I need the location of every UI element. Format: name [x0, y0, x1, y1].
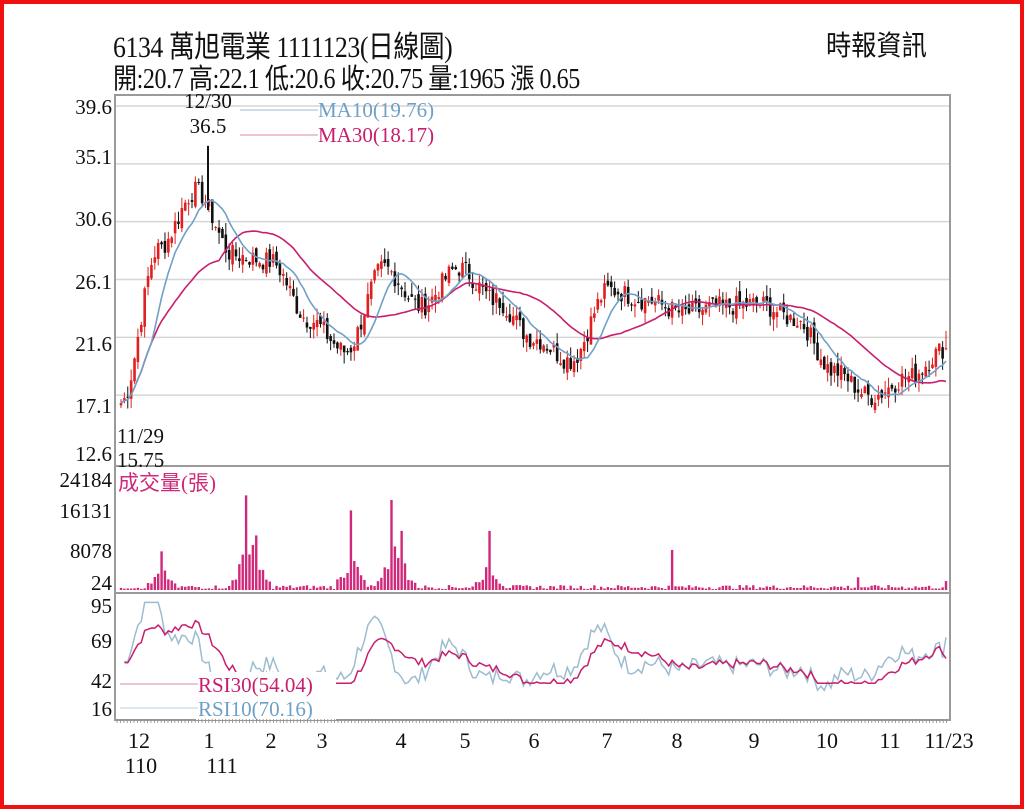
rsi10-legend: RSI10(70.16)	[198, 697, 313, 721]
svg-text:9: 9	[749, 728, 760, 753]
volume-y-axis: 24184 16131 8078 24	[60, 468, 113, 595]
svg-text:12/30: 12/30	[184, 89, 232, 113]
svg-text:24: 24	[91, 571, 113, 595]
y-tick: 17.1	[75, 394, 112, 418]
svg-text:4: 4	[396, 728, 407, 753]
y-tick: 26.1	[75, 270, 112, 294]
x-axis-ticks	[116, 719, 947, 723]
source-label: 時報資訊	[826, 31, 927, 62]
svg-text:69: 69	[91, 629, 112, 653]
rsi-legend: RSI30(54.04) RSI10(70.16)	[120, 672, 336, 721]
panel-frames	[114, 94, 951, 721]
svg-text:111: 111	[206, 753, 237, 778]
price-gridlines	[116, 105, 949, 396]
ohlc-summary: 開:20.7 高:22.1 低:20.6 收:20.75 量:1965 漲 0.…	[113, 64, 580, 95]
svg-text:110: 110	[125, 753, 157, 778]
ma30-line	[120, 230, 947, 404]
svg-text:42: 42	[91, 669, 112, 693]
low-annotation: 11/29 15.75	[117, 424, 164, 472]
svg-text:7: 7	[602, 728, 613, 753]
y-tick: 30.6	[75, 207, 112, 231]
price-y-axis: 39.6 35.1 30.6 26.1 21.6 17.1 12.6	[75, 95, 112, 466]
svg-text:6: 6	[529, 728, 540, 753]
y-tick: 12.6	[75, 442, 112, 466]
rsi30-legend: RSI30(54.04)	[198, 673, 313, 697]
svg-text:16131: 16131	[60, 499, 113, 523]
ma-legend: MA10(19.76) MA30(18.17)	[240, 98, 434, 147]
chart-title: 6134 萬旭電業 1111123(日線圖)	[113, 31, 453, 64]
ma10-line	[120, 199, 947, 404]
ma30-legend: MA30(18.17)	[318, 123, 434, 147]
svg-text:12: 12	[128, 728, 150, 753]
svg-text:5: 5	[460, 728, 471, 753]
x-axis-labels: 12 1 2 3 4 5 6 7 8 9 10 11 11/23 110 111	[125, 728, 974, 778]
y-tick: 35.1	[75, 145, 112, 169]
svg-text:8078: 8078	[70, 539, 112, 563]
y-tick: 21.6	[75, 332, 112, 356]
svg-text:1: 1	[204, 728, 215, 753]
volume-bars	[119, 495, 948, 590]
high-annotation: 12/30 36.5	[184, 89, 232, 138]
svg-text:8: 8	[672, 728, 683, 753]
svg-text:2: 2	[266, 728, 277, 753]
svg-text:3: 3	[317, 728, 328, 753]
y-tick: 39.6	[75, 95, 112, 119]
svg-text:15.75: 15.75	[117, 448, 164, 472]
svg-text:24184: 24184	[60, 468, 113, 492]
svg-text:11: 11	[879, 728, 900, 753]
svg-text:95: 95	[91, 594, 112, 618]
candlesticks	[119, 145, 948, 414]
svg-text:11/23: 11/23	[924, 728, 973, 753]
rsi-y-axis: 95 69 42 16	[91, 594, 112, 721]
svg-text:36.5: 36.5	[190, 114, 227, 138]
svg-text:11/29: 11/29	[117, 424, 164, 448]
svg-text:16: 16	[91, 697, 112, 721]
svg-text:10: 10	[816, 728, 838, 753]
volume-title: 成交量(張)	[118, 471, 216, 495]
ma10-legend: MA10(19.76)	[318, 98, 434, 122]
